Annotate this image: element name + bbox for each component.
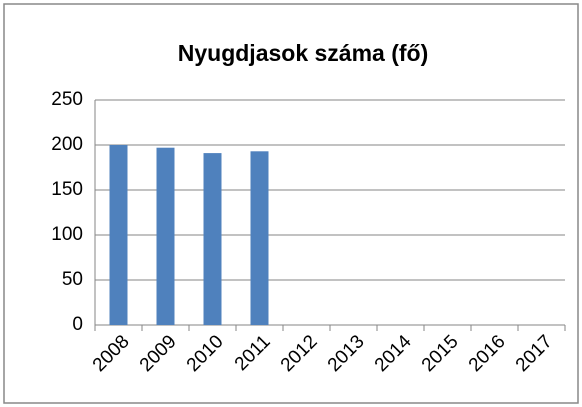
y-tick-label: 200 [51, 134, 83, 155]
bar [109, 145, 128, 325]
bar [250, 151, 269, 325]
y-tick-label: 0 [72, 314, 83, 335]
chart-border [3, 3, 579, 404]
y-tick-label: 150 [51, 179, 83, 200]
y-tick-label: 100 [51, 224, 83, 245]
bar [203, 153, 222, 325]
y-tick-label: 250 [51, 89, 83, 110]
chart-title: Nyugdjasok száma (fő) [178, 40, 429, 66]
bar [156, 147, 175, 325]
y-tick-label: 50 [62, 269, 83, 290]
